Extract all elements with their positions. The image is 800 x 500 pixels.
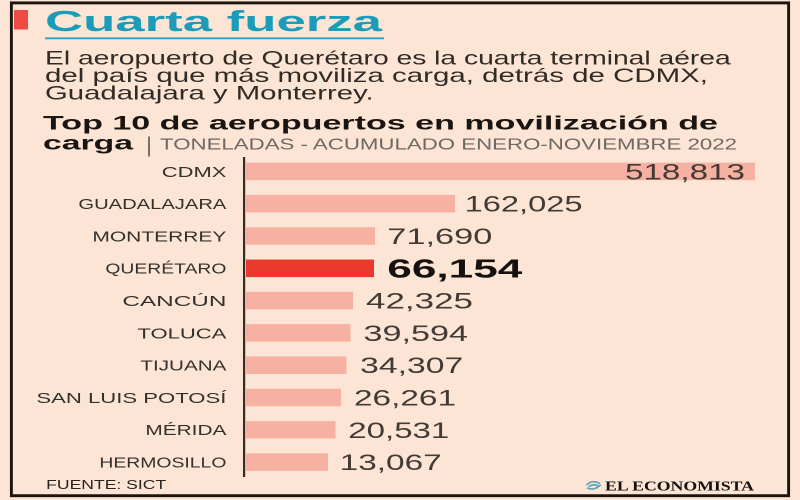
svg-text:EL ECONOMISTA: EL ECONOMISTA <box>605 479 755 494</box>
svg-text:518,813: 518,813 <box>625 159 745 184</box>
svg-text:carga: carga <box>43 134 134 155</box>
svg-text:TIJUANA: TIJUANA <box>140 358 226 375</box>
svg-text:Top 10 de aeropuertos en movil: Top 10 de aeropuertos en movilización de <box>43 114 718 135</box>
svg-text:del país que más moviliza carg: del país que más moviliza carga, detrás … <box>45 65 708 87</box>
svg-text:MÉRIDA: MÉRIDA <box>145 422 226 439</box>
svg-text:13,067: 13,067 <box>340 450 442 475</box>
svg-text:Guadalajara y Monterrey.: Guadalajara y Monterrey. <box>45 83 374 105</box>
svg-text:39,594: 39,594 <box>364 321 469 346</box>
svg-text:CANCÚN: CANCÚN <box>122 293 226 310</box>
svg-text:TONELADAS - ACUMULADO ENERO-NO: TONELADAS - ACUMULADO ENERO-NOVIEMBRE 20… <box>160 137 737 154</box>
svg-text:SAN LUIS POTOSÍ: SAN LUIS POTOSÍ <box>36 390 227 407</box>
svg-text:TOLUCA: TOLUCA <box>137 325 226 342</box>
svg-text:34,307: 34,307 <box>360 353 463 378</box>
svg-text:162,025: 162,025 <box>465 192 583 217</box>
svg-text:HERMOSILLO: HERMOSILLO <box>99 455 226 472</box>
svg-text:20,531: 20,531 <box>348 418 449 443</box>
svg-text:26,261: 26,261 <box>354 386 456 411</box>
svg-text:El aeropuerto de Querétaro es: El aeropuerto de Querétaro es la cuarta … <box>45 48 731 70</box>
svg-text:CDMX: CDMX <box>162 164 227 181</box>
svg-text:Cuarta fuerza: Cuarta fuerza <box>45 6 384 38</box>
svg-text:42,325: 42,325 <box>366 289 473 314</box>
svg-text:MONTERREY: MONTERREY <box>92 228 226 245</box>
svg-text:FUENTE: SICT: FUENTE: SICT <box>46 477 166 492</box>
svg-text:QUERÉTARO: QUERÉTARO <box>105 261 226 278</box>
svg-text:71,690: 71,690 <box>387 224 492 249</box>
svg-text:66,154: 66,154 <box>387 253 523 283</box>
svg-text:GUADALAJARA: GUADALAJARA <box>78 196 226 213</box>
